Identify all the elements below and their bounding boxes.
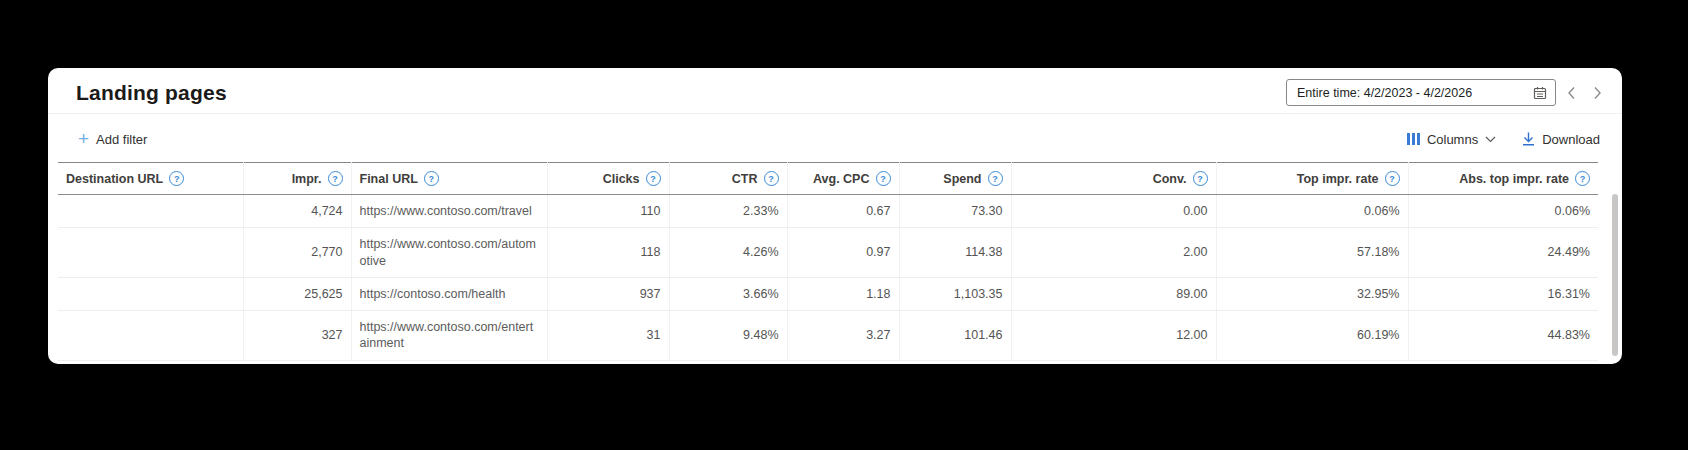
cell-destination-url [58, 277, 243, 310]
cell-abs-top-impr-rate: 16.31% [1408, 277, 1598, 310]
plus-icon: + [78, 132, 89, 145]
column-header-conv[interactable]: Conv.? [1011, 163, 1216, 195]
cell-clicks: 118 [547, 228, 669, 278]
vertical-scrollbar[interactable] [1612, 194, 1618, 356]
column-label: Avg. CPC [813, 172, 870, 186]
cell-abs-top-impr-rate: 24.49% [1408, 228, 1598, 278]
cell-final-url[interactable]: https://www.contoso.com/entertainment [351, 311, 547, 361]
columns-icon [1407, 133, 1420, 145]
cell-final-url[interactable]: https://www.contoso.com/automotive [351, 228, 547, 278]
cell-abs-top-impr-rate: 44.83% [1408, 311, 1598, 361]
column-header-ctr[interactable]: CTR? [669, 163, 787, 195]
cell-spend: 1,103.35 [899, 277, 1011, 310]
help-icon[interactable]: ? [1385, 171, 1400, 186]
column-label: Top impr. rate [1297, 172, 1379, 186]
cell-top-impr-rate: 0.06% [1216, 195, 1408, 228]
table-row[interactable]: 25,625 https://contoso.com/health 937 3.… [58, 277, 1598, 310]
date-range-picker[interactable]: Entire time: 4/2/2023 - 4/2/2026 [1286, 79, 1556, 106]
column-header-final-url[interactable]: Final URL? [351, 163, 547, 195]
help-icon[interactable]: ? [1193, 171, 1208, 186]
column-header-clicks[interactable]: Clicks? [547, 163, 669, 195]
table-row[interactable]: 327 https://www.contoso.com/entertainmen… [58, 311, 1598, 361]
cell-clicks: 110 [547, 195, 669, 228]
column-header-destination-url[interactable]: Destination URL? [58, 163, 243, 195]
download-icon [1522, 132, 1535, 146]
cell-conv: 12.00 [1011, 311, 1216, 361]
cell-avg-cpc: 3.27 [787, 311, 899, 361]
cell-destination-url [58, 311, 243, 361]
column-label: Impr. [292, 172, 322, 186]
cell-ctr: 2.33% [669, 195, 787, 228]
column-header-abs-top-impr-rate[interactable]: Abs. top impr. rate? [1408, 163, 1598, 195]
chevron-left-icon [1567, 86, 1576, 100]
date-range-value: Entire time: 4/2/2023 - 4/2/2026 [1297, 86, 1472, 100]
add-filter-button[interactable]: + Add filter [78, 132, 147, 147]
cell-final-url[interactable]: https://www.contoso.com/travel [351, 195, 547, 228]
cell-final-url[interactable]: https://contoso.com/health [351, 277, 547, 310]
column-label: Conv. [1153, 172, 1187, 186]
columns-button[interactable]: Columns [1407, 132, 1496, 147]
chevron-down-icon [1485, 136, 1496, 143]
column-label: CTR [732, 172, 758, 186]
column-header-spend[interactable]: Spend? [899, 163, 1011, 195]
previous-period-button[interactable] [1560, 81, 1582, 105]
help-icon[interactable]: ? [988, 171, 1003, 186]
download-button[interactable]: Download [1522, 132, 1600, 147]
cell-spend: 114.38 [899, 228, 1011, 278]
cell-top-impr-rate: 60.19% [1216, 311, 1408, 361]
cell-impr: 25,625 [243, 277, 351, 310]
columns-label: Columns [1427, 132, 1478, 147]
table-header-row: Destination URL? Impr.? Final URL? Click… [58, 163, 1598, 195]
column-label: Abs. top impr. rate [1459, 172, 1569, 186]
help-icon[interactable]: ? [424, 171, 439, 186]
help-icon[interactable]: ? [876, 171, 891, 186]
cell-avg-cpc: 0.67 [787, 195, 899, 228]
download-label: Download [1542, 132, 1600, 147]
next-period-button[interactable] [1586, 81, 1608, 105]
cell-conv: 89.00 [1011, 277, 1216, 310]
help-icon[interactable]: ? [1575, 171, 1590, 186]
panel-header: Landing pages Entire time: 4/2/2023 - 4/… [48, 68, 1622, 114]
cell-conv: 0.00 [1011, 195, 1216, 228]
column-label: Destination URL [66, 172, 163, 186]
cell-avg-cpc: 1.18 [787, 277, 899, 310]
date-range-control: Entire time: 4/2/2023 - 4/2/2026 [1286, 79, 1608, 106]
cell-clicks: 31 [547, 311, 669, 361]
column-label: Spend [943, 172, 981, 186]
cell-spend: 73.30 [899, 195, 1011, 228]
cell-top-impr-rate: 32.95% [1216, 277, 1408, 310]
landing-pages-panel: Landing pages Entire time: 4/2/2023 - 4/… [48, 68, 1622, 364]
cell-impr: 4,724 [243, 195, 351, 228]
cell-clicks: 937 [547, 277, 669, 310]
table-toolbar: + Add filter Columns Download [48, 114, 1622, 162]
cell-conv: 2.00 [1011, 228, 1216, 278]
cell-destination-url [58, 195, 243, 228]
cell-abs-top-impr-rate: 0.06% [1408, 195, 1598, 228]
cell-ctr: 3.66% [669, 277, 787, 310]
cell-ctr: 9.48% [669, 311, 787, 361]
help-icon[interactable]: ? [646, 171, 661, 186]
cell-top-impr-rate: 57.18% [1216, 228, 1408, 278]
column-header-top-impr-rate[interactable]: Top impr. rate? [1216, 163, 1408, 195]
landing-pages-table: Destination URL? Impr.? Final URL? Click… [58, 162, 1598, 361]
column-header-avg-cpc[interactable]: Avg. CPC? [787, 163, 899, 195]
page-title: Landing pages [76, 81, 227, 105]
column-label: Clicks [603, 172, 640, 186]
add-filter-label: Add filter [96, 132, 147, 147]
calendar-icon [1533, 86, 1547, 100]
column-header-impr[interactable]: Impr.? [243, 163, 351, 195]
cell-destination-url [58, 228, 243, 278]
cell-spend: 101.46 [899, 311, 1011, 361]
help-icon[interactable]: ? [328, 171, 343, 186]
cell-avg-cpc: 0.97 [787, 228, 899, 278]
column-label: Final URL [360, 172, 418, 186]
help-icon[interactable]: ? [764, 171, 779, 186]
table-row[interactable]: 2,770 https://www.contoso.com/automotive… [58, 228, 1598, 278]
cell-impr: 2,770 [243, 228, 351, 278]
cell-ctr: 4.26% [669, 228, 787, 278]
chevron-right-icon [1593, 86, 1602, 100]
help-icon[interactable]: ? [169, 171, 184, 186]
table-row[interactable]: 4,724 https://www.contoso.com/travel 110… [58, 195, 1598, 228]
cell-impr: 327 [243, 311, 351, 361]
